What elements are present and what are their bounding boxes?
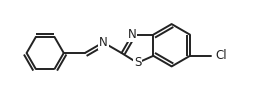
Text: Cl: Cl	[216, 49, 227, 62]
Text: N: N	[99, 36, 108, 49]
Text: S: S	[134, 56, 141, 69]
Text: N: N	[128, 28, 137, 41]
